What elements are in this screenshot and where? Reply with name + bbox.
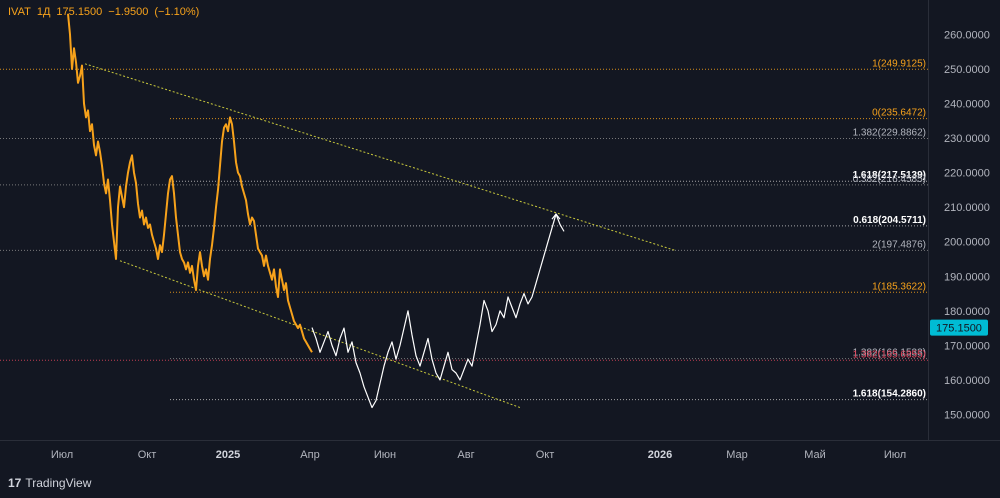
- time-tick-label: Июн: [374, 449, 396, 461]
- channel-trendline: [119, 260, 521, 409]
- time-tick-label: 2025: [216, 449, 240, 461]
- projection-arrowhead: [551, 213, 561, 220]
- price-tick-label: 150.0000: [944, 409, 990, 421]
- price-tick-label: 260.0000: [944, 29, 990, 41]
- symbol-name[interactable]: IVAT: [8, 6, 31, 18]
- current-price-badge-label: 175.1500: [936, 323, 982, 335]
- price-tick-label: 200.0000: [944, 237, 990, 249]
- fib-levels: 1(249.9125) 0(235.6472) 1.382(229.8862) 1.6…: [0, 58, 928, 401]
- price-tick-label: 240.0000: [944, 99, 990, 111]
- time-tick-label: Окт: [536, 449, 555, 461]
- time-tick-label: Июл: [884, 449, 906, 461]
- price-tick-label: 180.0000: [944, 306, 990, 318]
- tradingview-brand[interactable]: 17 TradingView: [8, 476, 91, 490]
- current-price-badge: 175.1500: [930, 319, 988, 336]
- time-tick-label: Мар: [726, 449, 748, 461]
- brand-name: TradingView: [25, 476, 92, 490]
- fib-level-label: 1.382(229.8862): [853, 127, 926, 138]
- change-value: −1.9500: [108, 6, 149, 18]
- price-axis: 150.0000 160.0000 170.0000 180.0000 190.0000…: [928, 0, 990, 440]
- time-tick-label: Июл: [51, 449, 73, 461]
- price-tick-label: 220.0000: [944, 168, 990, 180]
- channel-trendline: [84, 63, 676, 251]
- price-tick-label: 170.0000: [944, 340, 990, 352]
- price-tick-label: 160.0000: [944, 375, 990, 387]
- time-tick-label: Май: [804, 449, 826, 461]
- symbol-legend: IVAT 1Д 175.1500 −1.9500 (−1.10%): [8, 6, 205, 18]
- time-tick-label: Апр: [300, 449, 319, 461]
- tradingview-logo-icon: 17: [8, 476, 22, 490]
- time-axis: Июл Окт 2025 Апр Июн Авг Окт 2026 Мар Май Июл: [0, 440, 1000, 461]
- time-tick-label: Авг: [457, 449, 474, 461]
- price-tick-label: 230.0000: [944, 133, 990, 145]
- time-tick-label: 2026: [648, 449, 672, 461]
- fib-level-label: 0(235.6472): [872, 108, 926, 119]
- fib-level-label: 2(197.4876): [872, 239, 926, 250]
- price-line: [67, 13, 313, 353]
- fib-level-label: 0.618(204.5711): [853, 215, 926, 226]
- projection-line: [311, 213, 565, 409]
- fib-level-label: 1(185.3622): [872, 281, 926, 292]
- interval-label[interactable]: 1Д: [36, 6, 51, 18]
- price-tick-label: 210.0000: [944, 202, 990, 214]
- fib-level-label: 1.382(165.6855): [853, 349, 926, 360]
- time-tick-label: Окт: [138, 449, 157, 461]
- current-price-badge-bg: [930, 319, 988, 336]
- price-tick-label: 250.0000: [944, 64, 990, 76]
- fib-level-label: 1(249.9125): [872, 58, 926, 69]
- close-value: 175.1500: [56, 6, 103, 18]
- price-series: [67, 13, 565, 409]
- price-tick-label: 190.0000: [944, 271, 990, 283]
- trendlines: [84, 63, 676, 409]
- fib-level-label: 1.618(154.2860): [853, 389, 926, 400]
- fib-level-label: 0.382(216.4585): [853, 174, 926, 185]
- fib-level-label: 1.382(166.1533): [853, 348, 926, 359]
- change-percent: (−1.10%): [154, 6, 200, 18]
- fib-level-label: 1.618(217.5139): [853, 170, 926, 181]
